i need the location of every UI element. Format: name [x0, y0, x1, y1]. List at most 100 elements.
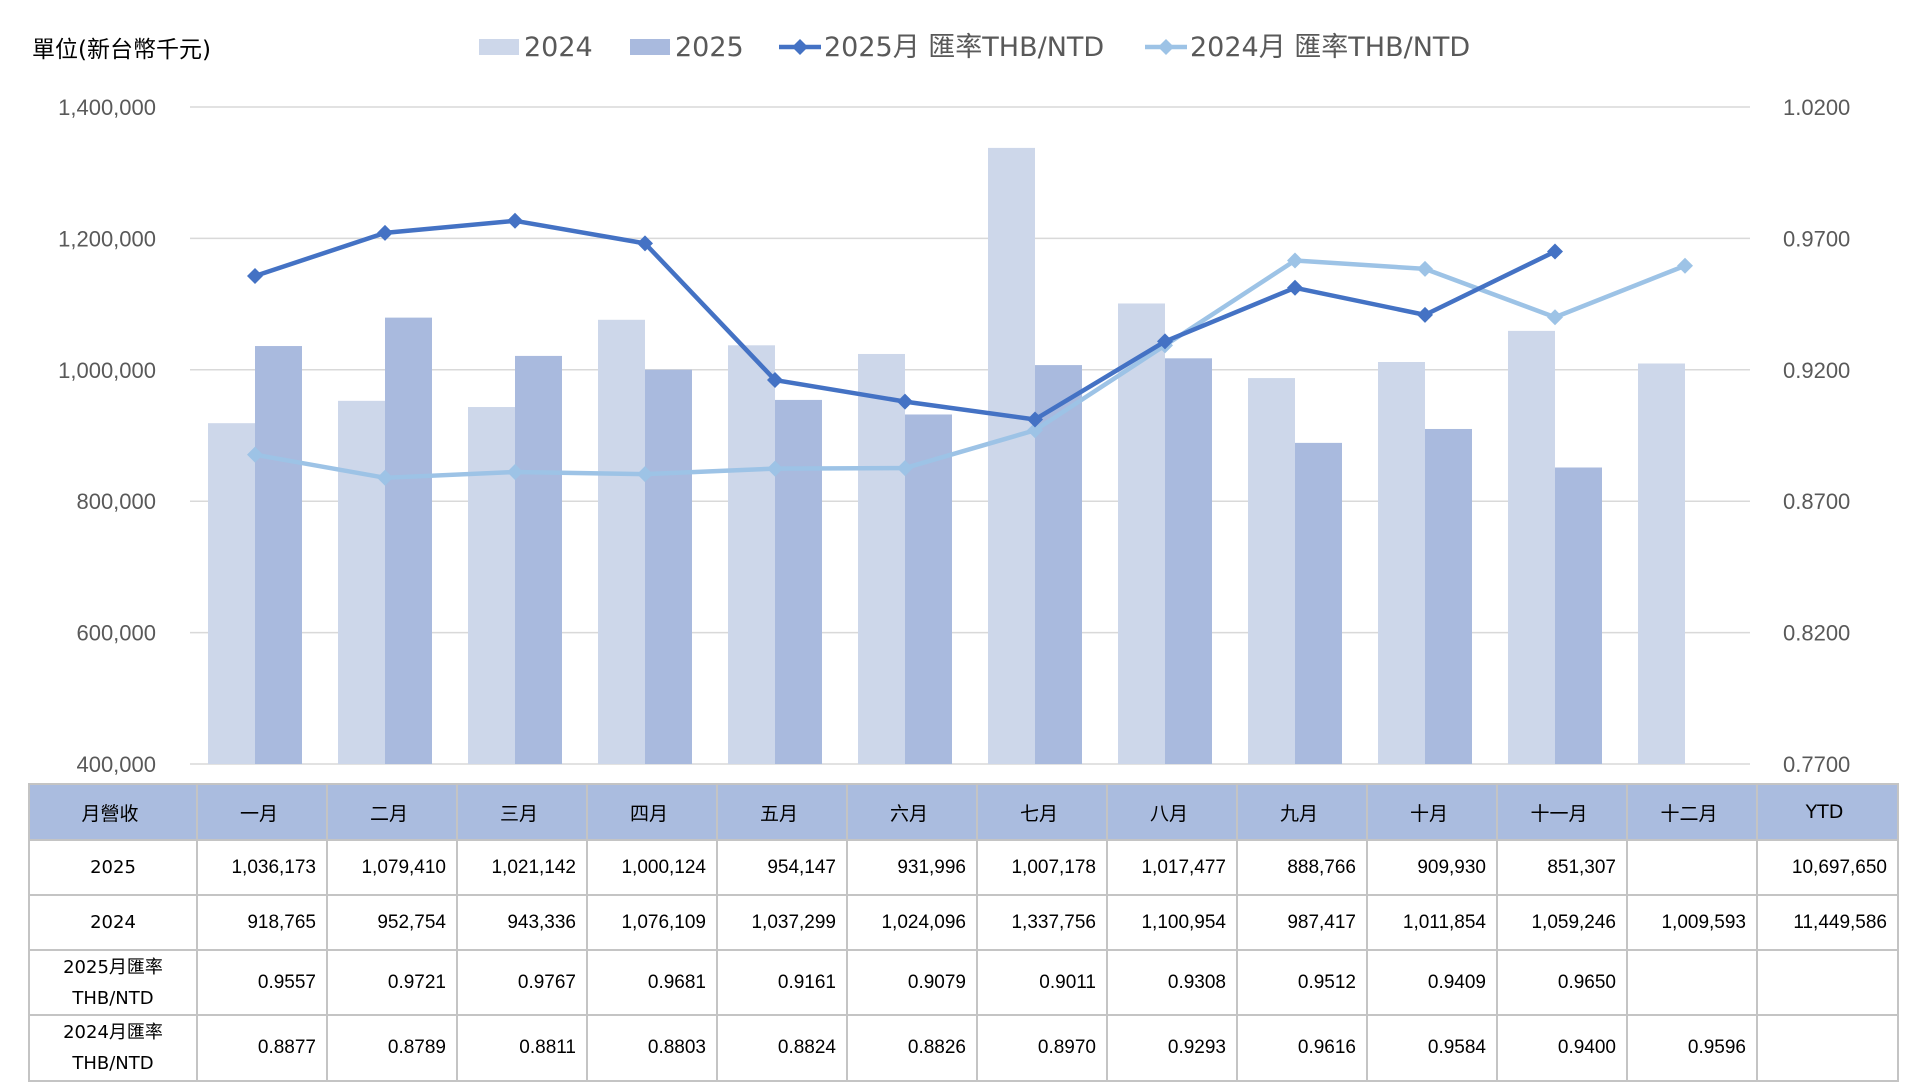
table-cell: 0.9308 — [1106, 949, 1238, 1016]
table-header-cell: 三月 — [456, 783, 588, 841]
table-cell: 0.9011 — [976, 949, 1108, 1016]
table-cell — [1756, 1014, 1899, 1082]
table-cell: 1,079,410 — [326, 839, 458, 896]
bar-2024 — [858, 353, 905, 764]
legend-label: 2025 — [675, 32, 744, 63]
table-cell: 1,037,299 — [716, 894, 848, 951]
table-header-cell: 十一月 — [1496, 783, 1628, 841]
table-cell: 10,697,650 — [1756, 839, 1899, 896]
line-marker-diamond — [767, 460, 783, 477]
bar-2024 — [728, 345, 775, 764]
legend-label: 2025月 匯率THB/NTD — [824, 32, 1104, 63]
line-marker-diamond — [897, 393, 913, 410]
legend-label: 2024月 匯率THB/NTD — [1190, 32, 1470, 63]
table-cell: 0.9557 — [196, 949, 328, 1016]
table-cell: 0.9721 — [326, 949, 458, 1016]
line-marker-diamond — [1547, 309, 1563, 326]
table-cell: 11,449,586 — [1756, 894, 1899, 951]
table-cell: 0.9161 — [716, 949, 848, 1016]
table-cell: 952,754 — [326, 894, 458, 951]
line-marker-diamond — [1417, 260, 1433, 277]
bar-2024 — [598, 319, 645, 764]
row-label: 2024 — [28, 894, 198, 951]
table-header-cell: 二月 — [326, 783, 458, 841]
table-cell: 1,000,124 — [586, 839, 718, 896]
table-cell: 0.8789 — [326, 1014, 458, 1082]
table-cell: 0.8826 — [846, 1014, 978, 1082]
table-cell: 0.8811 — [456, 1014, 588, 1082]
table-cell: 0.9681 — [586, 949, 718, 1016]
line-marker-diamond — [377, 469, 393, 486]
table-header-cell: 四月 — [586, 783, 718, 841]
table-cell: 0.9293 — [1106, 1014, 1238, 1082]
legend-marker-diamond — [792, 39, 808, 55]
table-row: 2025月匯率 THB/NTD 0.9557 0.9721 0.9767 0.9681 0.… — [28, 949, 1899, 1016]
table-cell: 1,036,173 — [196, 839, 328, 896]
table-cell: 909,930 — [1366, 839, 1498, 896]
bar-2024 — [1508, 330, 1555, 764]
table-cell: 1,011,854 — [1366, 894, 1498, 951]
unit-label: 單位(新台幣千元) — [32, 37, 211, 63]
right-axis-tick-label: 1.0200 — [1783, 95, 1850, 120]
table-cell: 0.9409 — [1366, 949, 1498, 1016]
left-axis-tick-label: 600,000 — [76, 621, 156, 646]
table-cell: 0.9767 — [456, 949, 588, 1016]
line-marker-diamond — [507, 464, 523, 481]
table-cell: 1,076,109 — [586, 894, 718, 951]
bar-2024 — [988, 147, 1035, 765]
bar-2025 — [255, 346, 302, 764]
bar-2025 — [645, 369, 692, 764]
table-cell: 1,021,142 — [456, 839, 588, 896]
line-marker-diamond — [1677, 257, 1693, 274]
line-marker-diamond — [637, 466, 653, 483]
bar-2025 — [1425, 428, 1472, 764]
row-label: 2025月匯率 THB/NTD — [28, 949, 198, 1016]
table-header-cell: 一月 — [196, 783, 328, 841]
line-marker-diamond — [767, 372, 783, 389]
table-header-row: 月營收 一月 二月 三月 四月 五月 六月 七月 八月 九月 十月 十一月 十二月 YTD — [28, 783, 1899, 841]
table-header-cell: YTD — [1756, 783, 1899, 841]
table-cell: 0.8803 — [586, 1014, 718, 1082]
right-axis-tick-label: 0.8200 — [1783, 621, 1850, 646]
table-header-cell: 七月 — [976, 783, 1108, 841]
table-header-cell: 八月 — [1106, 783, 1238, 841]
line-marker-diamond — [1547, 243, 1563, 260]
table-cell: 1,337,756 — [976, 894, 1108, 951]
bar-2025 — [905, 414, 952, 764]
bar-2024 — [208, 423, 255, 764]
legend-label: 2024 — [524, 32, 593, 63]
left-axis-tick-label: 800,000 — [76, 489, 156, 514]
line-marker-diamond — [1287, 279, 1303, 296]
line-marker-diamond — [1027, 422, 1043, 439]
row-label-line: 2025 — [90, 857, 136, 878]
right-axis-tick-label: 0.8700 — [1783, 489, 1850, 514]
table-row: 2024月匯率 THB/NTD 0.8877 0.8789 0.8811 0.8803 0.… — [28, 1014, 1899, 1082]
row-label-line: THB/NTD — [72, 987, 154, 1009]
bar-2025 — [775, 399, 822, 764]
line-marker-diamond — [1157, 333, 1173, 350]
bar-2024 — [1378, 362, 1425, 764]
line-marker-diamond — [1417, 306, 1433, 323]
line-series — [254, 258, 1686, 481]
table-cell: 1,100,954 — [1106, 894, 1238, 951]
table-header-cell: 十月 — [1366, 783, 1498, 841]
table-cell: 954,147 — [716, 839, 848, 896]
left-axis-tick-label: 1,000,000 — [58, 358, 156, 383]
table-cell: 987,417 — [1236, 894, 1368, 951]
table-cell: 1,017,477 — [1106, 839, 1238, 896]
legend-marker-diamond — [1158, 39, 1174, 55]
table-cell: 0.9650 — [1496, 949, 1628, 1016]
bar-2025 — [385, 317, 432, 764]
bar-2024 — [1248, 378, 1295, 764]
bar-2025 — [1035, 365, 1082, 764]
table-cell: 918,765 — [196, 894, 328, 951]
table-cell: 1,009,593 — [1626, 894, 1758, 951]
right-axis-tick-label: 0.9200 — [1783, 358, 1850, 383]
row-label-line: 2024 — [90, 912, 136, 933]
table-cell: 0.9596 — [1626, 1014, 1758, 1082]
line-marker-diamond — [897, 460, 913, 477]
bar-2025 — [1295, 442, 1342, 764]
legend-swatch — [479, 39, 519, 55]
table-header-cell: 五月 — [716, 783, 848, 841]
table-header-cell: 六月 — [846, 783, 978, 841]
